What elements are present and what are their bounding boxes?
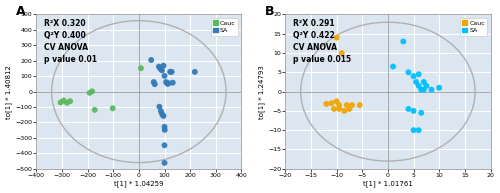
Y-axis label: to[1] * 1.24793: to[1] * 1.24793 [258, 65, 265, 119]
Y-axis label: to[1] * 1.40812: to[1] * 1.40812 [6, 65, 12, 119]
Point [168, 81, 176, 84]
Legend: Cauc, SA: Cauc, SA [210, 18, 238, 36]
Text: R²X 0.320
Q²Y 0.400
CV ANOVA
p value 0.01: R²X 0.320 Q²Y 0.400 CV ANOVA p value 0.0… [44, 19, 98, 63]
Point [348, 104, 356, 107]
Legend: Cauc, SA: Cauc, SA [460, 18, 487, 36]
Point [332, 100, 340, 103]
Point [422, 84, 430, 87]
Point [410, 129, 418, 132]
Point [137, 67, 145, 70]
Point [108, 107, 116, 110]
Point [191, 70, 199, 73]
Point [160, 125, 168, 128]
Point [88, 90, 96, 93]
Point [157, 110, 165, 113]
Point [428, 88, 436, 91]
Point [164, 82, 172, 85]
Point [346, 108, 354, 111]
Point [86, 91, 94, 94]
Point [335, 104, 343, 107]
Point [414, 84, 422, 87]
Point [412, 80, 420, 84]
Point [414, 73, 422, 76]
Point [160, 161, 168, 164]
Point [156, 105, 164, 108]
Point [330, 108, 338, 111]
Point [90, 108, 98, 111]
Point [161, 128, 169, 131]
Point [158, 113, 166, 116]
Point [356, 104, 364, 107]
Point [151, 83, 159, 86]
Point [162, 80, 170, 84]
Point [417, 111, 425, 114]
Point [164, 82, 172, 85]
Text: R²X 0.291
Q²Y 0.422
CV ANOVA
p value 0.015: R²X 0.291 Q²Y 0.422 CV ANOVA p value 0.0… [294, 19, 352, 63]
Point [435, 86, 443, 89]
Point [420, 88, 428, 91]
Point [404, 71, 412, 74]
Point [60, 99, 68, 102]
Point [168, 70, 175, 73]
X-axis label: t[1] * 1.01761: t[1] * 1.01761 [363, 181, 413, 187]
Point [404, 108, 412, 111]
Point [150, 80, 158, 84]
Point [160, 74, 168, 77]
Point [338, 52, 345, 55]
Point [332, 36, 340, 39]
Point [335, 108, 343, 111]
Text: A: A [16, 5, 26, 18]
Point [158, 69, 166, 72]
Point [155, 65, 163, 68]
Point [160, 114, 168, 118]
Text: B: B [265, 5, 274, 18]
Point [322, 102, 330, 106]
Point [160, 144, 168, 147]
Point [340, 109, 348, 113]
Point [343, 104, 351, 107]
Point [410, 109, 418, 113]
Point [147, 58, 155, 62]
Point [56, 101, 64, 104]
Point [414, 129, 422, 132]
Point [166, 70, 174, 73]
Point [410, 75, 418, 78]
Point [63, 101, 71, 104]
Point [420, 80, 428, 84]
Point [389, 65, 397, 68]
Point [160, 64, 168, 67]
X-axis label: t[1] * 1.04259: t[1] * 1.04259 [114, 181, 164, 187]
Point [400, 40, 407, 43]
Point [328, 102, 336, 105]
Point [156, 67, 164, 70]
Point [66, 100, 74, 103]
Point [417, 88, 425, 91]
